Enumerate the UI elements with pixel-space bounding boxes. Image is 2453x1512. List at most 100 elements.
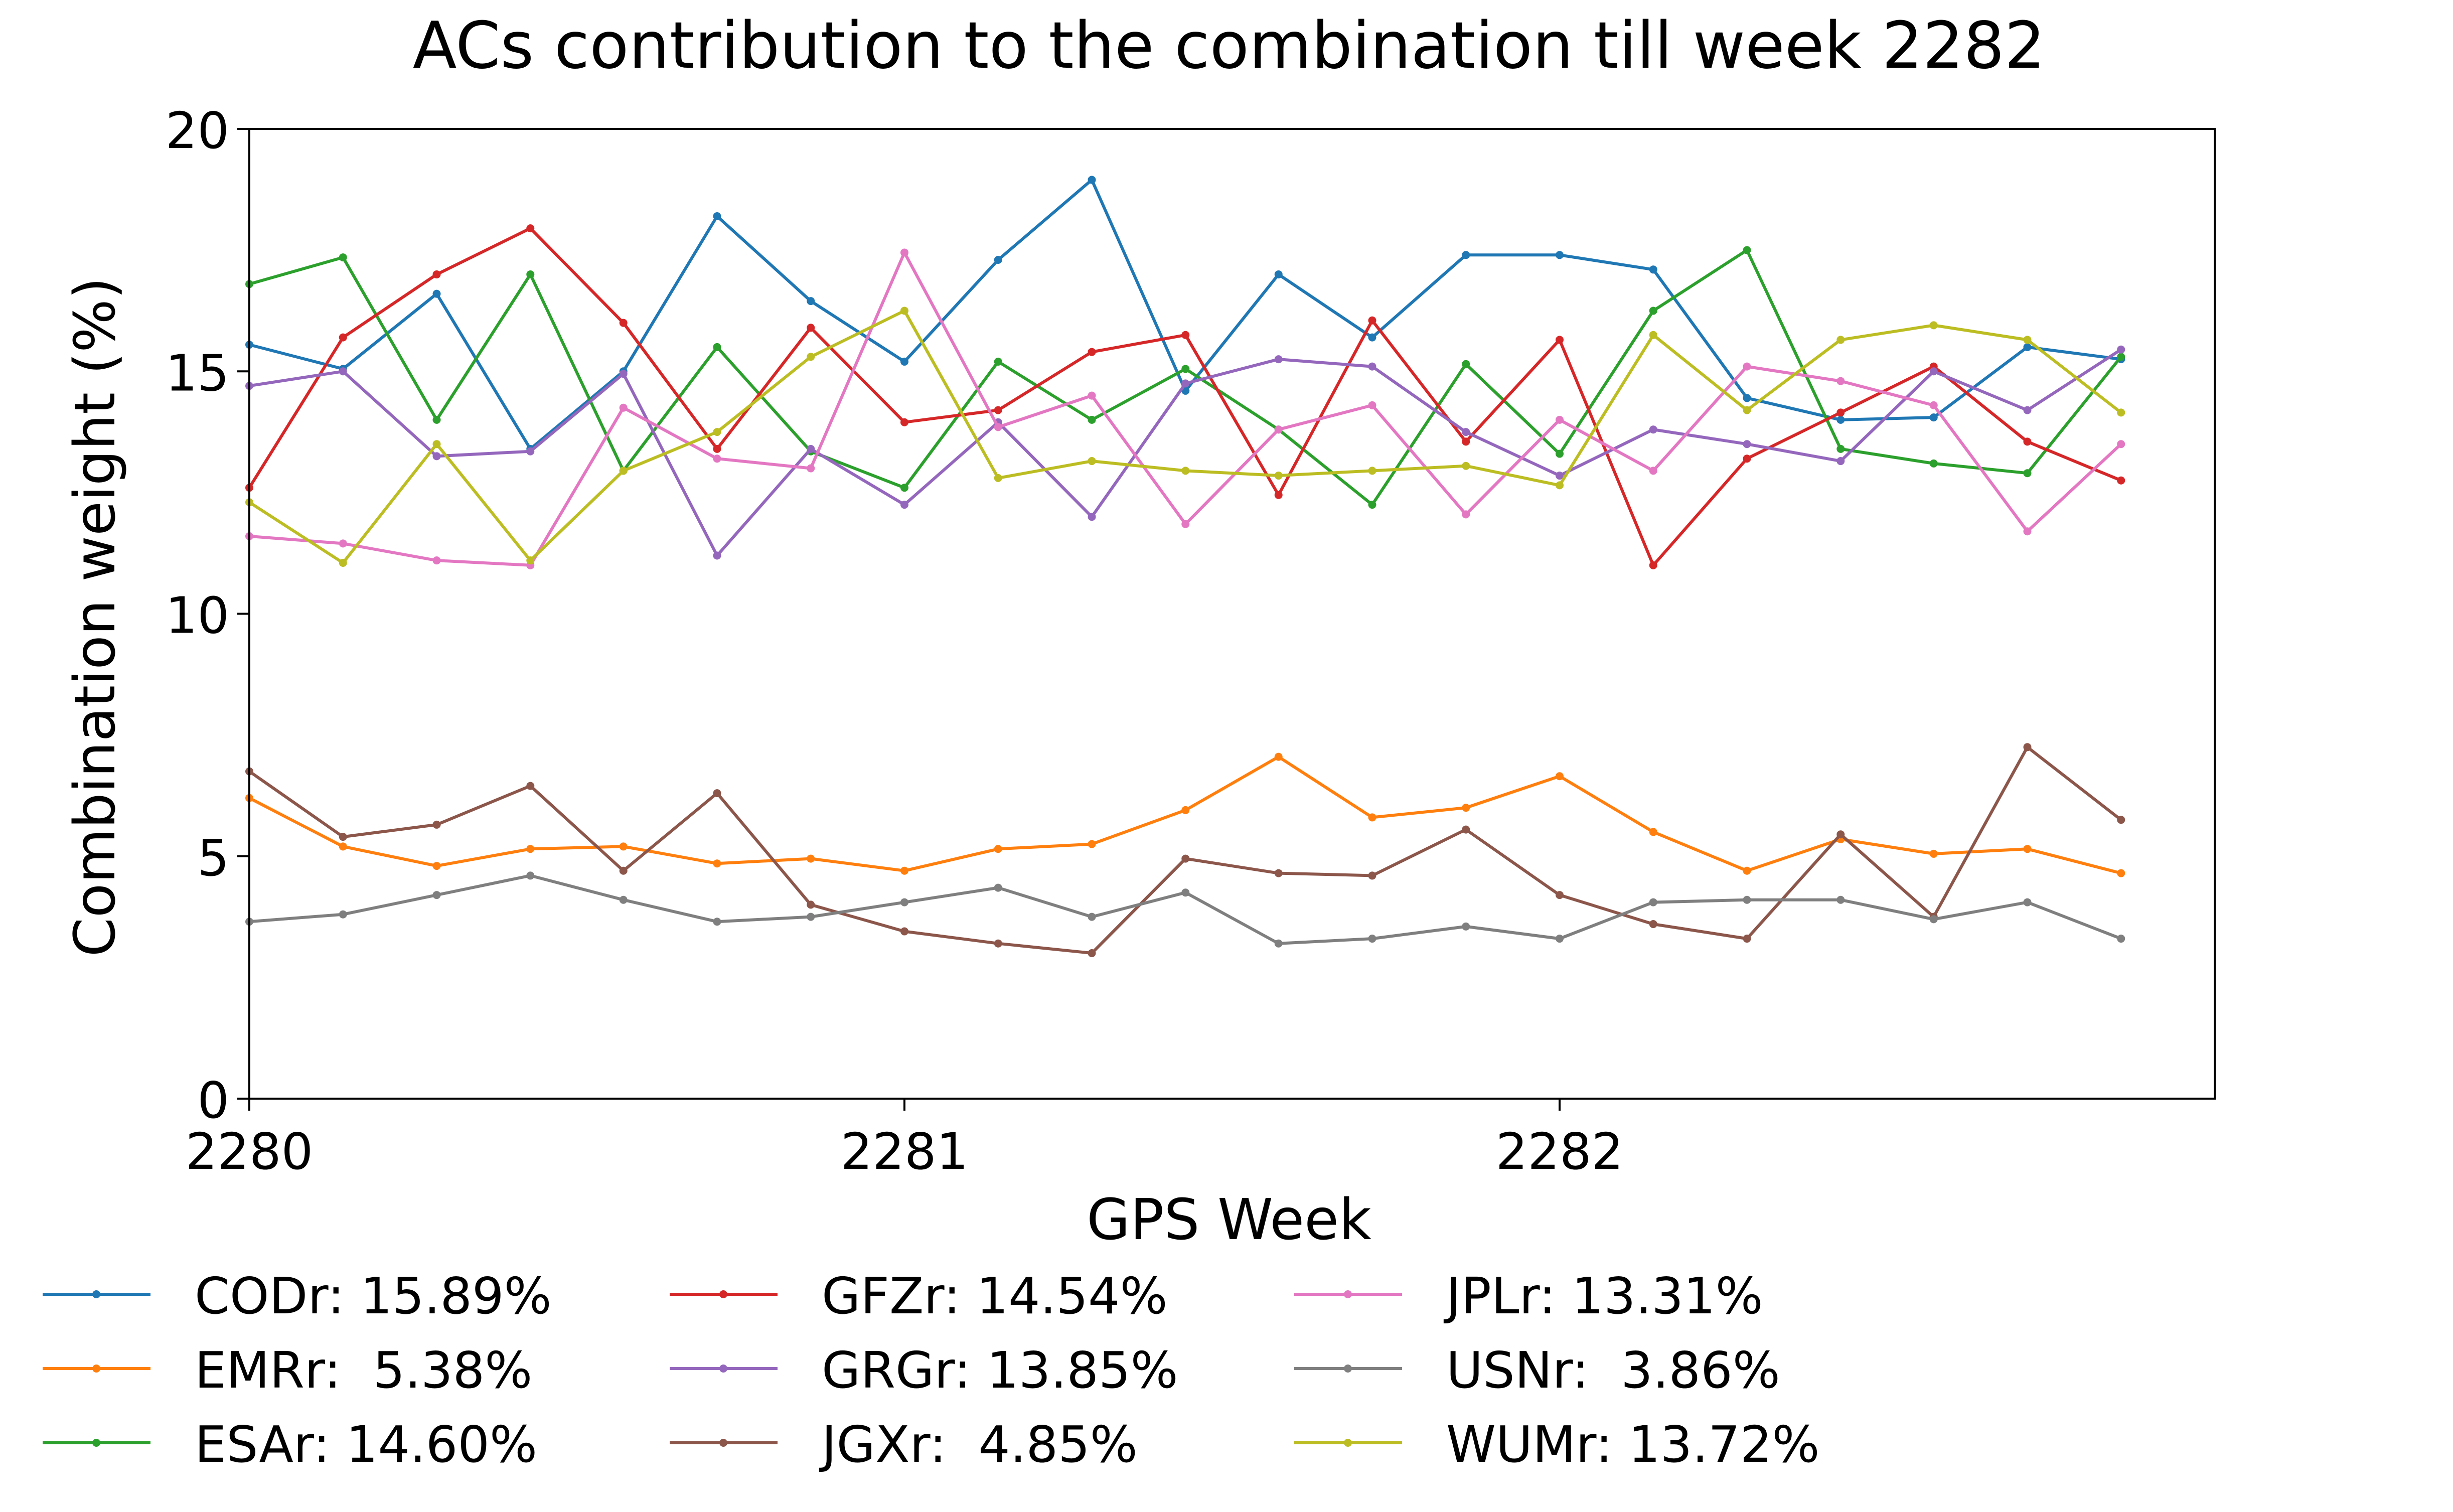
data-point-GFZr [2023, 437, 2032, 446]
data-point-ESAr [1649, 307, 1657, 315]
data-point-USNr [713, 918, 721, 926]
data-point-EMRr [1649, 828, 1657, 836]
data-point-GFZr [1462, 437, 1470, 446]
data-point-USNr [2117, 935, 2125, 943]
data-point-EMRr [1181, 806, 1190, 814]
data-point-CODr [1274, 270, 1283, 278]
data-point-GRGr [1649, 425, 1657, 434]
data-point-JPLr [1743, 362, 1751, 371]
data-point-EMRr [1929, 849, 1938, 858]
data-point-GRGr [713, 551, 721, 560]
data-point-JPLr [994, 423, 1002, 431]
data-point-GRGr [1836, 457, 1845, 466]
data-point-ESAr [1462, 360, 1470, 368]
legend-item-GRGr: GRGr: 13.85% [670, 1341, 1178, 1400]
data-point-CODr [2023, 343, 2032, 351]
data-point-USNr [339, 910, 347, 919]
data-point-GFZr [1836, 408, 1845, 417]
data-point-USNr [1274, 939, 1283, 948]
data-point-JGXr [994, 939, 1002, 948]
data-point-WUMr [432, 440, 441, 448]
data-point-EMRr [994, 845, 1002, 853]
data-point-USNr [1743, 895, 1751, 904]
data-point-EMRr [1743, 866, 1751, 875]
data-point-JGXr [1274, 869, 1283, 877]
data-point-WUMr [1181, 467, 1190, 475]
data-point-JGXr [1181, 854, 1190, 863]
legend-label: JGXr: 4.85% [819, 1415, 1138, 1474]
data-point-WUMr [1649, 331, 1657, 339]
legend-swatch-marker [92, 1365, 100, 1373]
data-point-GFZr [526, 224, 535, 233]
data-point-CODr [1836, 415, 1845, 424]
data-point-USNr [900, 898, 908, 906]
data-point-JPLr [432, 556, 441, 565]
data-point-GRGr [1462, 428, 1470, 436]
legend-swatch-marker [92, 1290, 100, 1298]
data-point-ESAr [1836, 444, 1845, 453]
data-point-EMRr [2117, 869, 2125, 877]
x-axis-label: GPS Week [1087, 1187, 1371, 1253]
data-point-JPLr [2023, 527, 2032, 536]
data-point-WUMr [2117, 408, 2125, 417]
data-point-USNr [1181, 888, 1190, 897]
data-point-JPLr [2117, 440, 2125, 448]
data-point-ESAr [1743, 246, 1751, 254]
legend-item-JPLr: JPLr: 13.31% [1294, 1267, 1763, 1325]
data-point-GRGr [1743, 440, 1751, 448]
data-point-GRGr [432, 452, 441, 461]
data-point-GFZr [900, 418, 908, 426]
data-point-JGXr [1462, 825, 1470, 834]
data-point-GRGr [1274, 355, 1283, 364]
data-point-CODr [1556, 251, 1564, 259]
data-point-JGXr [1368, 871, 1376, 880]
data-point-GFZr [1743, 455, 1751, 463]
data-point-JGXr [807, 900, 815, 909]
data-point-JGXr [1743, 935, 1751, 943]
data-point-GRGr [900, 501, 908, 509]
data-point-GRGr [2117, 345, 2125, 354]
legend-label: CODr: 15.89% [195, 1267, 552, 1325]
data-point-GFZr [713, 444, 721, 453]
data-point-JPLr [1929, 401, 1938, 409]
data-point-EMRr [807, 854, 815, 863]
data-point-GRGr [807, 444, 815, 453]
data-point-USNr [526, 871, 535, 880]
data-point-WUMr [1368, 467, 1376, 475]
legend-item-CODr: CODr: 15.89% [43, 1267, 552, 1325]
data-point-USNr [1556, 935, 1564, 943]
data-point-GFZr [2117, 476, 2125, 485]
legend-swatch-marker [1344, 1290, 1352, 1298]
data-point-JPLr [900, 248, 908, 257]
data-point-CODr [1929, 413, 1938, 422]
data-point-GRGr [339, 367, 347, 376]
data-point-ESAr [1929, 459, 1938, 468]
data-point-JGXr [526, 782, 535, 790]
data-point-WUMr [807, 353, 815, 361]
legend-label: EMRr: 5.38% [195, 1341, 532, 1400]
data-point-GFZr [339, 333, 347, 342]
data-point-GRGr [1368, 362, 1376, 371]
data-point-USNr [994, 883, 1002, 892]
data-point-USNr [1088, 913, 1096, 921]
legend-label: USNr: 3.86% [1446, 1341, 1780, 1400]
data-point-WUMr [1556, 481, 1564, 490]
data-point-CODr [900, 357, 908, 366]
data-point-ESAr [1368, 501, 1376, 509]
data-point-JPLr [619, 403, 628, 412]
data-point-GFZr [1181, 331, 1190, 339]
data-point-ESAr [1181, 365, 1190, 373]
data-point-CODr [994, 255, 1002, 264]
x-tick-label: 2281 [841, 1122, 969, 1181]
data-point-WUMr [1836, 336, 1845, 344]
data-point-ESAr [339, 253, 347, 262]
series-USNr [245, 871, 2125, 948]
data-point-CODr [432, 289, 441, 298]
data-point-USNr [619, 895, 628, 904]
legend-item-JGXr: JGXr: 4.85% [670, 1415, 1138, 1474]
data-point-GFZr [1088, 348, 1096, 356]
data-point-JPLr [1088, 391, 1096, 400]
data-point-CODr [1462, 251, 1470, 259]
data-point-WUMr [1274, 472, 1283, 480]
